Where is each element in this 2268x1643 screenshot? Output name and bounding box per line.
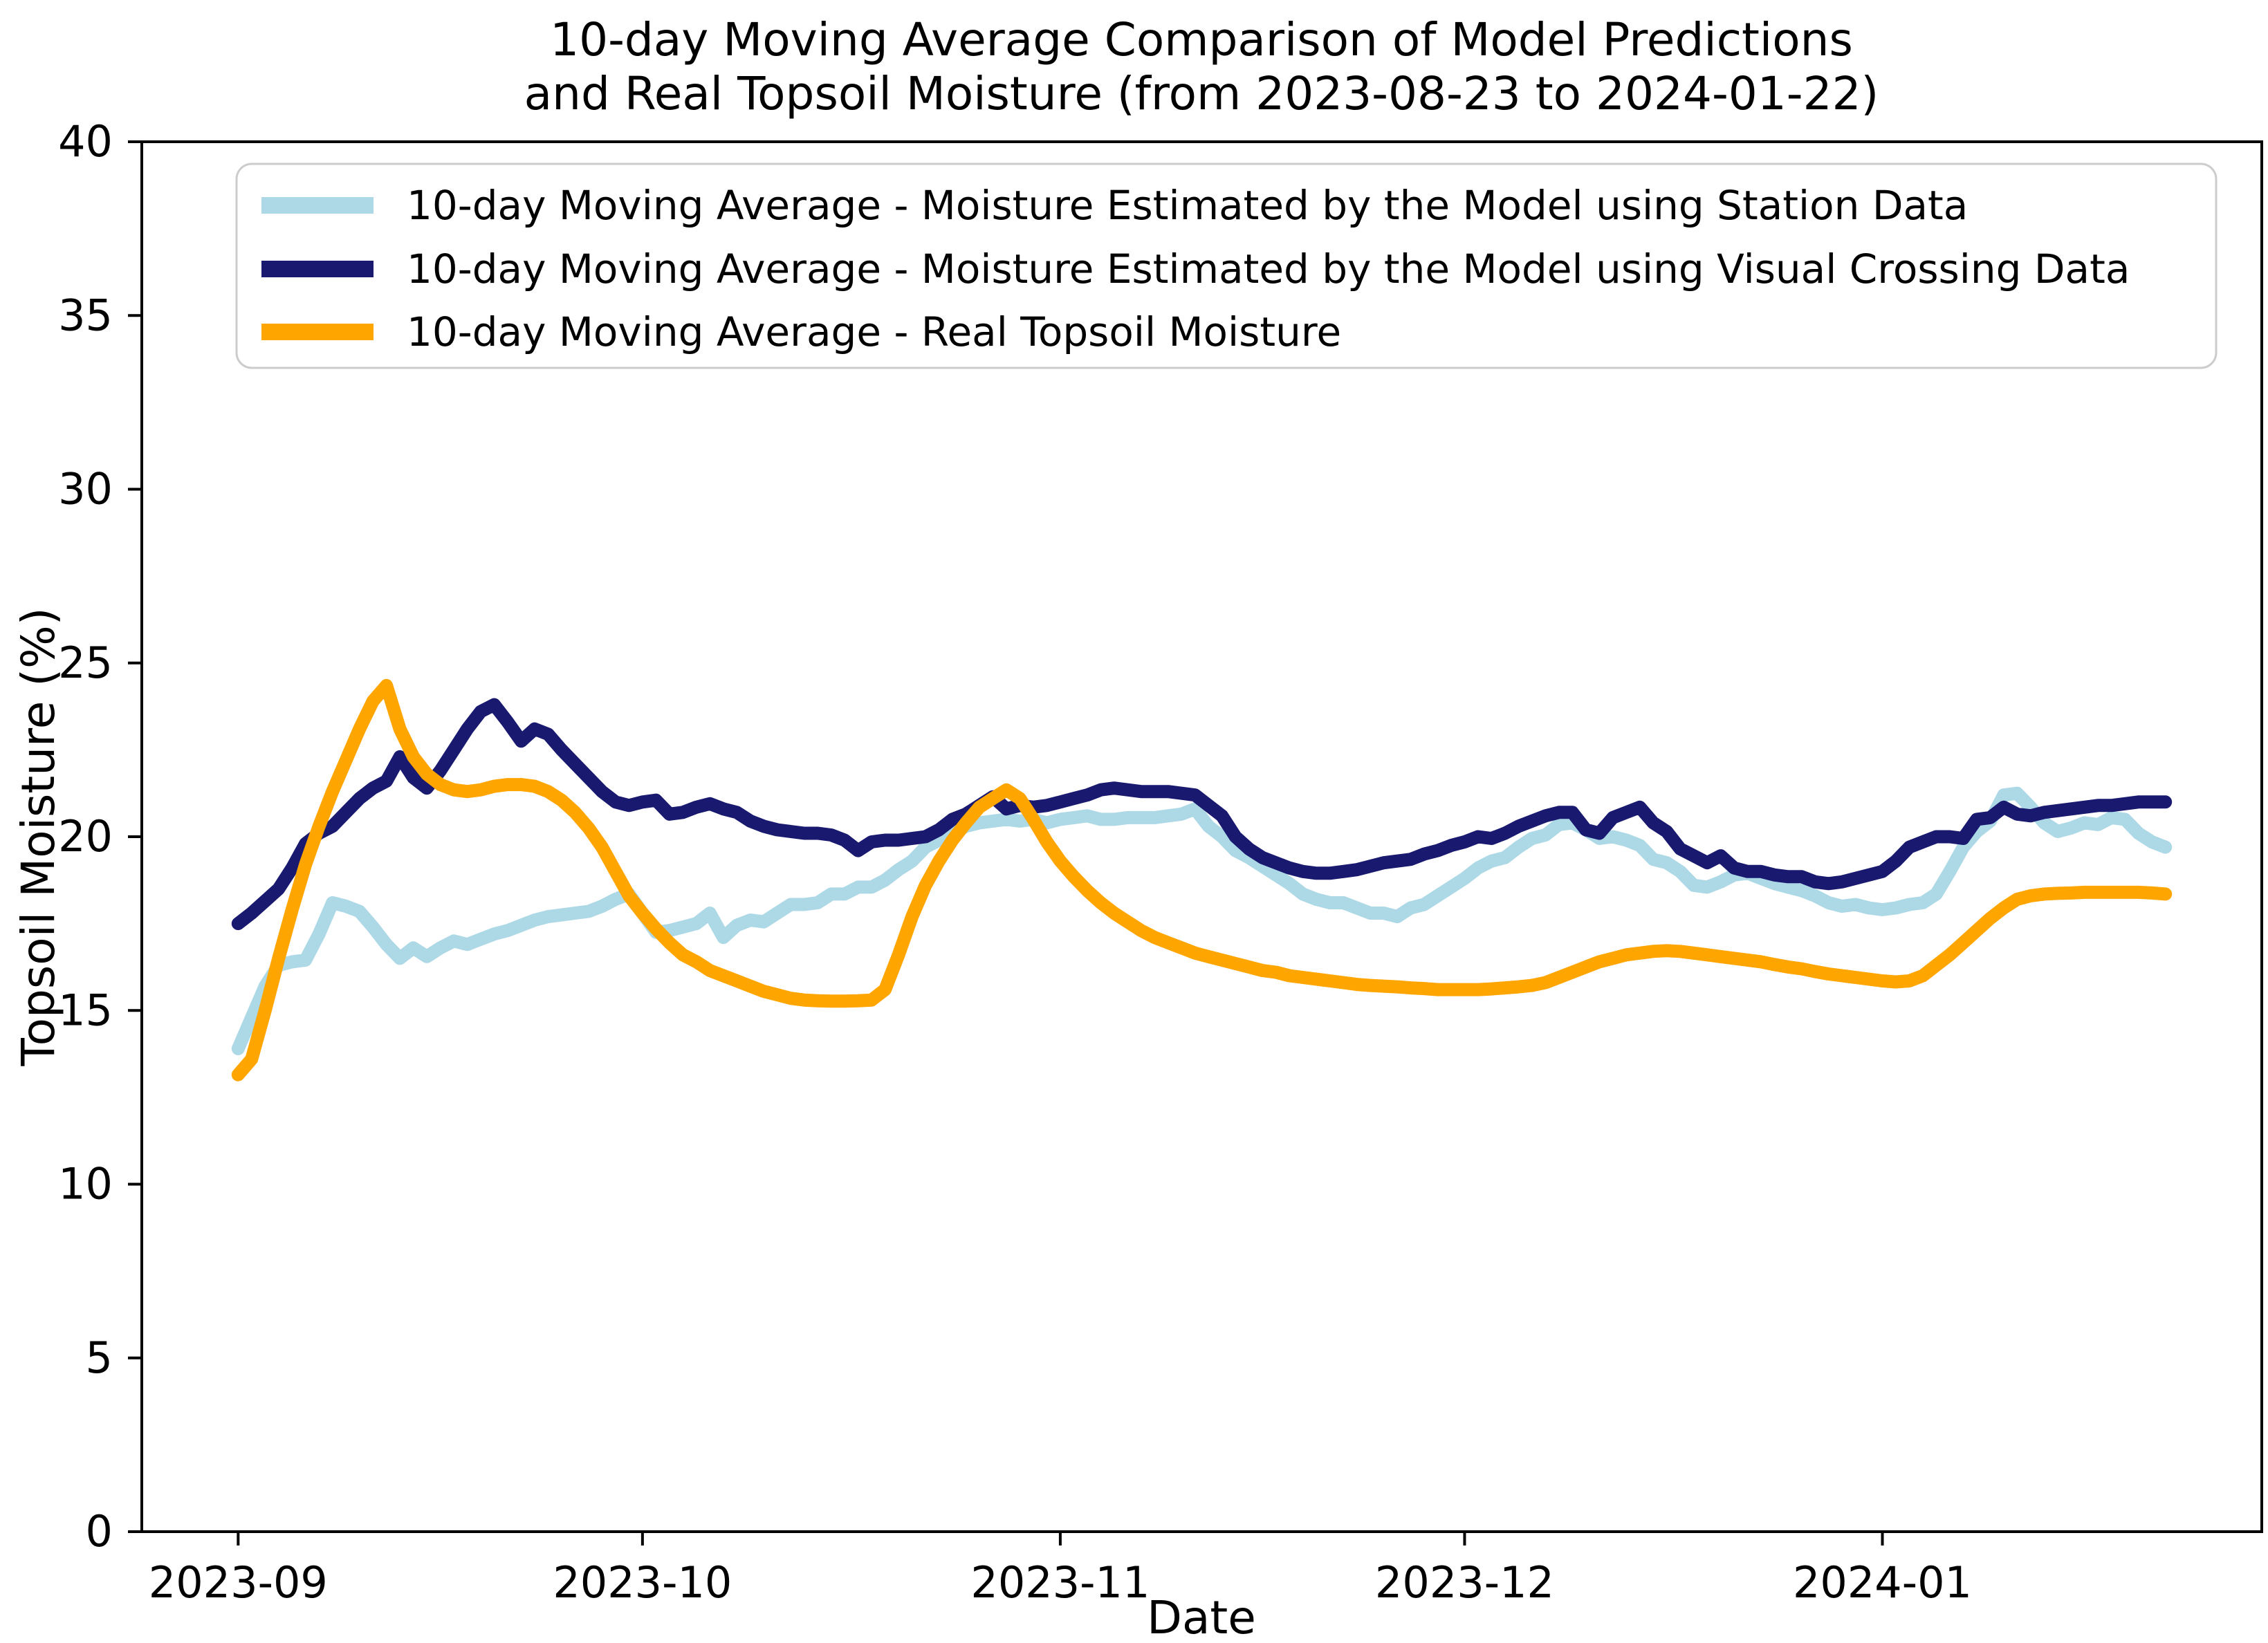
x-tick-label: 2023-12: [1375, 1557, 1554, 1608]
chart-title-line-1: 10-day Moving Average Comparison of Mode…: [550, 13, 1853, 66]
x-tick-label: 2023-11: [970, 1557, 1150, 1608]
legend-label-station: 10-day Moving Average - Moisture Estimat…: [407, 182, 1968, 229]
legend: 10-day Moving Average - Moisture Estimat…: [235, 163, 2218, 369]
x-axis-label: Date: [1147, 1591, 1256, 1643]
y-tick-label: 30: [58, 464, 113, 514]
x-tick-label: 2023-10: [553, 1557, 732, 1608]
y-tick-label: 25: [58, 638, 113, 688]
x-tick-label: 2023-09: [149, 1557, 328, 1608]
legend-item-station: 10-day Moving Average - Moisture Estimat…: [261, 182, 1968, 229]
y-tick-label: 10: [58, 1159, 113, 1209]
y-tick-label: 20: [58, 811, 113, 862]
y-tick-label: 0: [86, 1506, 113, 1557]
legend-item-visual-crossing: 10-day Moving Average - Moisture Estimat…: [261, 245, 2130, 293]
y-tick-label: 5: [86, 1333, 113, 1383]
series-line-2: [231, 678, 2173, 1082]
legend-box: [235, 163, 2218, 369]
y-tick-label: 40: [58, 116, 113, 167]
legend-label-visual-crossing: 10-day Moving Average - Moisture Estimat…: [407, 245, 2130, 293]
series-line-1: [231, 698, 2173, 931]
y-axis-label: Topsoil Moisture (%): [12, 607, 65, 1066]
x-tick-label: 2024-01: [1793, 1557, 1972, 1608]
legend-label-real: 10-day Moving Average - Real Topsoil Moi…: [407, 308, 1341, 355]
legend-item-real: 10-day Moving Average - Real Topsoil Moi…: [261, 308, 1341, 355]
plot-dynamic-layer: 0 5 10 15 20 25 30 35 40 2023-09 2023-10 2023-11 202…: [58, 116, 2173, 1608]
chart-title-line-2: and Real Topsoil Moisture (from 2023-08-…: [524, 67, 1879, 120]
y-tick-label: 15: [58, 985, 113, 1035]
series-line-0: [231, 786, 2173, 1055]
y-tick-label: 35: [58, 290, 113, 340]
